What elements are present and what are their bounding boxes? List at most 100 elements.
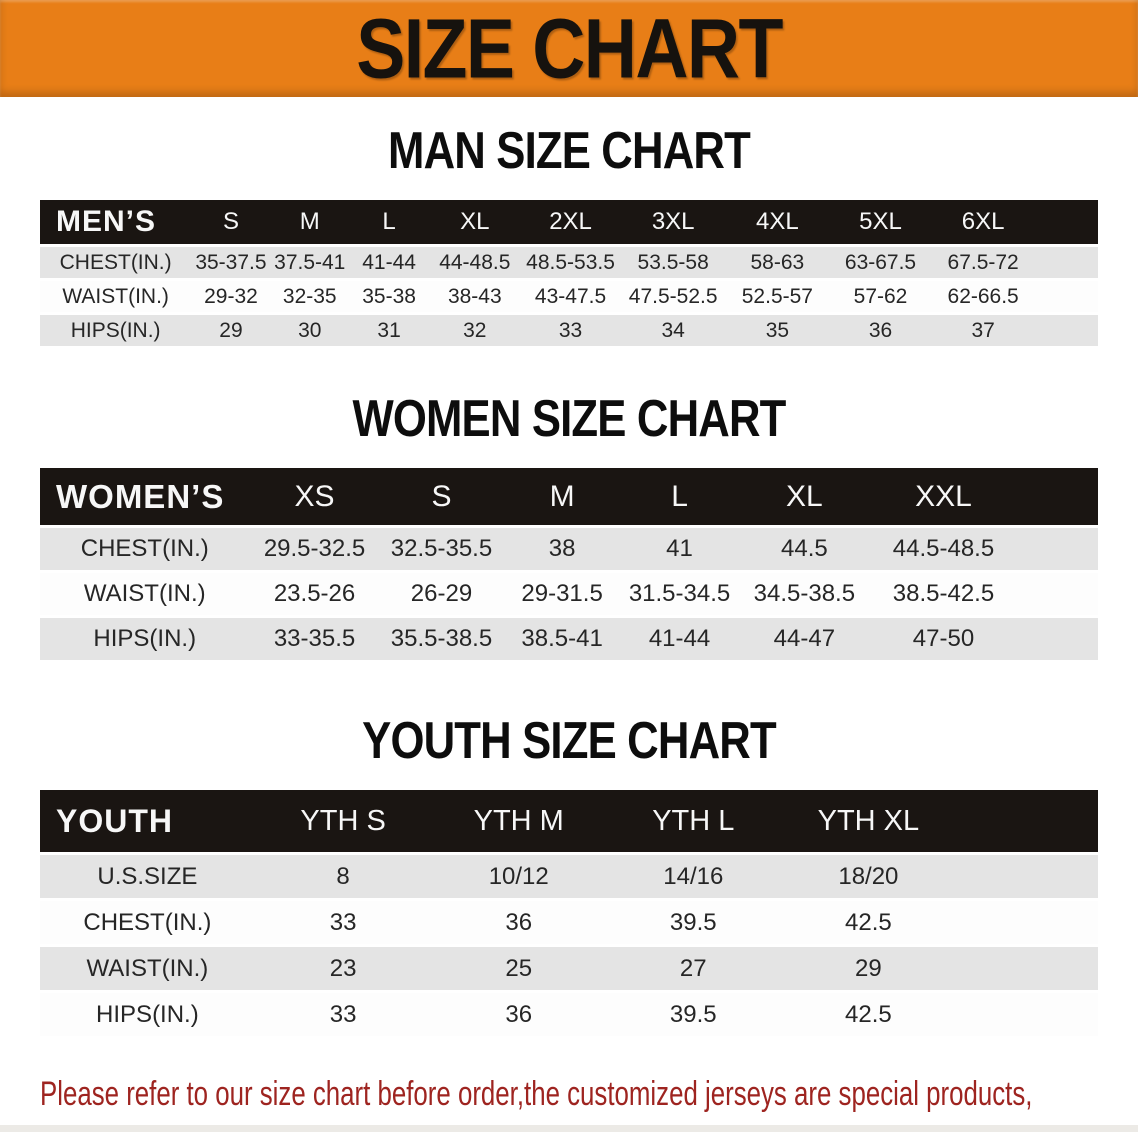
column-header: YTH S (254, 790, 432, 852)
table-cell: 67.5-72 (931, 247, 1035, 278)
table-cell: 44.5-48.5 (870, 528, 1017, 570)
column-header: L (348, 200, 430, 244)
row-spacer (1034, 281, 1098, 312)
table-cell: 62-66.5 (931, 281, 1035, 312)
row-spacer (1034, 247, 1098, 278)
column-header: M (270, 200, 349, 244)
table-cell: 32.5-35.5 (379, 528, 504, 570)
mens-size-table: MEN’S S M L XL 2XL 3XL 4XL 5XL 6XL CHEST… (40, 197, 1098, 349)
womens-header-row: WOMEN’S XS S M L XL XXL (40, 468, 1098, 525)
table-cell: 37.5-41 (270, 247, 349, 278)
table-cell: 41-44 (348, 247, 430, 278)
table-cell: 39.5 (606, 993, 781, 1036)
table-cell: 38.5-41 (503, 618, 621, 660)
column-header: 5XL (829, 200, 932, 244)
table-cell: 63-67.5 (829, 247, 932, 278)
table-cell: 32 (429, 315, 521, 346)
row-label: HIPS(IN.) (40, 993, 255, 1036)
table-cell: 25 (431, 947, 606, 990)
table-cell: 34 (620, 315, 726, 346)
row-label: HIPS(IN.) (40, 315, 192, 346)
column-header: S (191, 200, 271, 244)
row-spacer (956, 901, 1098, 944)
table-cell: 52.5-57 (725, 281, 830, 312)
table-row: HIPS(IN.) 29 30 31 32 33 34 35 36 37 (40, 315, 1098, 346)
womens-section: WOMEN SIZE CHART WOMEN’S XS S M L XL XXL (0, 393, 1138, 663)
table-cell: 57-62 (829, 281, 932, 312)
row-label: WAIST(IN.) (40, 573, 250, 615)
womens-section-title: WOMEN SIZE CHART (352, 390, 786, 448)
table-row: CHEST(IN.) 35-37.5 37.5-41 41-44 44-48.5… (40, 247, 1098, 278)
row-spacer (1016, 618, 1098, 660)
header-spacer (1016, 468, 1098, 525)
table-cell: 44-48.5 (429, 247, 521, 278)
table-cell: 35 (725, 315, 830, 346)
table-cell: 42.5 (780, 993, 957, 1036)
table-cell: 36 (431, 993, 606, 1036)
table-corner-label: MEN’S (40, 200, 192, 244)
table-cell: 10/12 (431, 855, 606, 898)
table-cell: 33 (254, 901, 432, 944)
table-cell: 38 (503, 528, 621, 570)
row-label: CHEST(IN.) (40, 901, 255, 944)
row-label: CHEST(IN.) (40, 528, 250, 570)
banner: SIZE CHART (0, 0, 1138, 97)
table-row: WAIST(IN.) 29-32 32-35 35-38 38-43 43-47… (40, 281, 1098, 312)
table-cell: 35-38 (348, 281, 430, 312)
table-cell: 8 (254, 855, 432, 898)
table-cell: 34.5-38.5 (738, 573, 871, 615)
column-header: M (503, 468, 621, 525)
table-cell: 39.5 (606, 901, 781, 944)
table-cell: 36 (431, 901, 606, 944)
column-header: XL (429, 200, 521, 244)
table-cell: 47.5-52.5 (620, 281, 726, 312)
mens-header-row: MEN’S S M L XL 2XL 3XL 4XL 5XL 6XL (40, 200, 1098, 244)
header-spacer (956, 790, 1098, 852)
youth-section: YOUTH SIZE CHART YOUTH YTH S YTH M YTH L… (0, 715, 1138, 1039)
column-header: XL (738, 468, 871, 525)
row-label: WAIST(IN.) (40, 281, 192, 312)
row-label: WAIST(IN.) (40, 947, 255, 990)
table-cell: 33-35.5 (249, 618, 380, 660)
table-cell: 23.5-26 (249, 573, 380, 615)
table-cell: 53.5-58 (620, 247, 726, 278)
table-cell: 29 (191, 315, 271, 346)
disclaimer-line-1: Please refer to our size chart before or… (40, 1075, 1033, 1113)
table-cell: 29 (780, 947, 957, 990)
table-cell: 44-47 (738, 618, 871, 660)
womens-size-table: WOMEN’S XS S M L XL XXL CHEST(IN.) 29.5-… (40, 465, 1098, 663)
table-cell: 42.5 (780, 901, 957, 944)
column-header: 2XL (520, 200, 621, 244)
youth-section-title: YOUTH SIZE CHART (362, 712, 777, 770)
column-header: YTH XL (780, 790, 957, 852)
table-cell: 23 (254, 947, 432, 990)
table-corner-label: WOMEN’S (40, 468, 250, 525)
table-cell: 38.5-42.5 (870, 573, 1017, 615)
table-cell: 58-63 (725, 247, 830, 278)
mens-section-title: MAN SIZE CHART (388, 122, 751, 180)
table-cell: 33 (254, 993, 432, 1036)
table-row: CHEST(IN.) 29.5-32.5 32.5-35.5 38 41 44.… (40, 528, 1098, 570)
column-header: S (379, 468, 504, 525)
column-header: 4XL (725, 200, 830, 244)
table-cell: 35-37.5 (191, 247, 271, 278)
table-cell: 18/20 (780, 855, 957, 898)
table-row: HIPS(IN.) 33-35.5 35.5-38.5 38.5-41 41-4… (40, 618, 1098, 660)
table-corner-label: YOUTH (40, 790, 255, 852)
table-cell: 29-31.5 (503, 573, 621, 615)
mens-section: MAN SIZE CHART MEN’S S M L XL 2XL 3XL 4X… (0, 125, 1138, 349)
table-cell: 31 (348, 315, 430, 346)
table-cell: 32-35 (270, 281, 349, 312)
row-spacer (1016, 573, 1098, 615)
column-header: YTH L (606, 790, 781, 852)
banner-title: SIZE CHART (356, 1, 783, 96)
table-cell: 38-43 (429, 281, 521, 312)
row-label: U.S.SIZE (40, 855, 255, 898)
header-spacer (1034, 200, 1098, 244)
table-cell: 26-29 (379, 573, 504, 615)
column-header: 6XL (931, 200, 1035, 244)
disclaimer-text: Please refer to our size chart before or… (40, 1069, 1033, 1132)
table-cell: 31.5-34.5 (620, 573, 739, 615)
column-header: XS (249, 468, 380, 525)
table-cell: 29.5-32.5 (249, 528, 380, 570)
